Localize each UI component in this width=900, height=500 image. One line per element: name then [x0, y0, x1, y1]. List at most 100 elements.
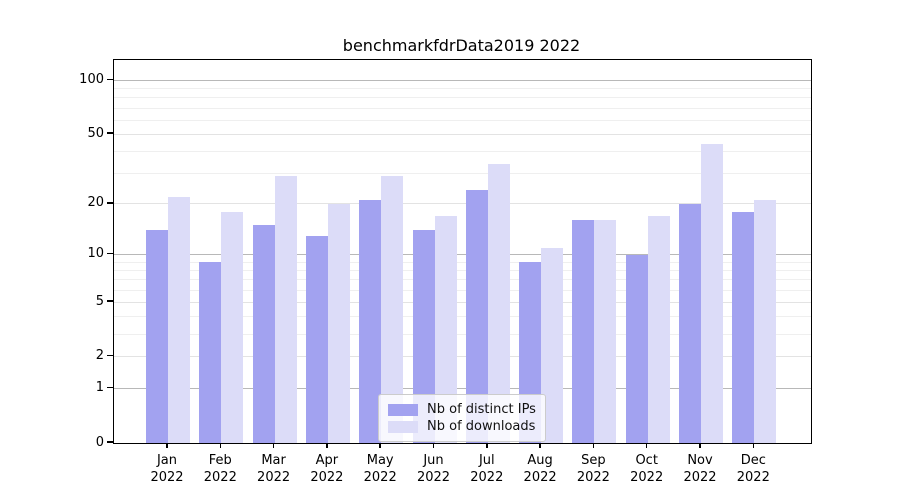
bar-distinct-ips-nov [679, 203, 701, 443]
bar-distinct-ips-oct [625, 254, 648, 443]
x-tick-mark-jul [486, 443, 488, 448]
bar-downloads-jun [434, 215, 457, 443]
gridline-7 [114, 279, 811, 281]
y-tick-label-20: 20 [87, 195, 104, 211]
month-label: Feb [208, 453, 232, 468]
gridline-70 [114, 107, 811, 109]
gridline-5 [114, 301, 811, 303]
gridline-40 [114, 150, 811, 152]
legend-swatch-distinct-ips [388, 403, 418, 416]
bar-distinct-ips-jul [465, 190, 488, 443]
month-label: May [366, 453, 394, 468]
x-tick-label-jan: Jan 2022 [137, 452, 197, 486]
y-tick-label-50: 50 [87, 125, 104, 141]
year-label: 2022 [683, 470, 717, 485]
x-tick-label-feb: Feb 2022 [190, 452, 250, 486]
gridline-30 [114, 172, 811, 174]
year-label: 2022 [736, 470, 770, 485]
month-label: Jun [423, 453, 444, 468]
y-tick-mark-20 [107, 202, 113, 204]
year-label: 2022 [523, 470, 557, 485]
gridline-8 [114, 269, 811, 271]
x-tick-label-may: May 2022 [350, 452, 410, 486]
bar-downloads-feb [221, 211, 244, 443]
legend-swatch-downloads [388, 420, 418, 433]
x-tick-mark-sep [592, 443, 595, 448]
legend-label-downloads: Nb of downloads [427, 419, 536, 434]
bar-downloads-dec [754, 200, 777, 443]
month-label: Nov [687, 453, 713, 468]
x-tick-label-mar: Mar 2022 [244, 452, 304, 486]
gridline-3 [114, 333, 811, 335]
gridline-6 [114, 289, 811, 291]
x-tick-label-aug: Aug 2022 [510, 452, 570, 486]
bar-downloads-mar [274, 175, 297, 443]
x-tick-mark-apr [326, 443, 328, 448]
bar-downloads-may [381, 175, 404, 443]
bar-downloads-jan [168, 196, 190, 443]
x-tick-mark-aug [539, 443, 541, 448]
month-label: Mar [261, 453, 286, 468]
year-label: 2022 [310, 470, 344, 485]
gridline-20 [114, 203, 811, 205]
legend-item-downloads: Nb of downloads [388, 418, 536, 435]
year-label: 2022 [363, 470, 397, 485]
y-tick-label-100: 100 [79, 71, 104, 87]
x-tick-label-jun: Jun 2022 [404, 452, 464, 486]
legend-item-distinct-ips: Nb of distinct IPs [388, 401, 536, 418]
bar-downloads-sep [594, 220, 617, 443]
x-tick-label-dec: Dec 2022 [723, 452, 783, 486]
month-label: Jul [478, 453, 495, 468]
x-tick-mark-jan [166, 443, 168, 448]
year-label: 2022 [470, 470, 504, 485]
bar-distinct-ips-mar [252, 225, 275, 443]
x-tick-label-apr: Apr 2022 [297, 452, 357, 486]
y-tick-mark-1 [107, 386, 113, 389]
bar-distinct-ips-apr [305, 235, 328, 443]
y-tick-label-1: 1 [95, 380, 104, 396]
year-label: 2022 [576, 470, 610, 485]
bar-distinct-ips-feb [199, 262, 222, 443]
year-label: 2022 [150, 470, 184, 485]
y-tick-label-0: 0 [95, 434, 104, 450]
plot-area: Nb of distinct IPs Nb of downloads [113, 59, 812, 444]
gridline-60 [114, 119, 811, 121]
y-tick-label-5: 5 [95, 293, 104, 309]
gridline-10 [114, 254, 811, 256]
y-tick-label-2: 2 [95, 348, 104, 364]
x-tick-mark-oct [645, 443, 648, 448]
bar-distinct-ips-may [359, 200, 382, 443]
month-label: Jan [156, 453, 178, 468]
year-label: 2022 [257, 470, 291, 485]
gridline-1 [114, 388, 811, 390]
x-tick-label-oct: Oct 2022 [617, 452, 677, 486]
bar-downloads-nov [701, 143, 723, 443]
gridline-90 [114, 88, 811, 90]
y-tick-label-10: 10 [87, 246, 104, 262]
y-tick-mark-10 [107, 252, 113, 255]
y-tick-mark-2 [107, 354, 113, 357]
y-tick-mark-5 [107, 300, 113, 302]
y-tick-mark-0 [107, 441, 113, 443]
bar-downloads-jul [487, 163, 510, 443]
year-label: 2022 [416, 470, 451, 485]
x-tick-mark-feb [219, 443, 222, 448]
chart-title: benchmarkfdrData2019 2022 [342, 36, 581, 55]
month-label: Dec [740, 453, 766, 468]
bar-downloads-apr [327, 203, 350, 443]
bar-distinct-ips-jun [412, 230, 435, 443]
month-label: Oct [635, 453, 658, 468]
gridline-80 [114, 97, 811, 99]
bar-downloads-aug [541, 247, 564, 443]
gridline-4 [114, 316, 811, 318]
gridline-2 [114, 356, 811, 358]
x-tick-mark-dec [752, 443, 755, 448]
x-tick-mark-mar [272, 443, 275, 448]
x-tick-label-sep: Sep 2022 [563, 452, 623, 486]
bar-distinct-ips-sep [572, 220, 595, 443]
month-label: Aug [527, 453, 553, 468]
x-tick-mark-may [379, 443, 381, 448]
legend-label-distinct-ips: Nb of distinct IPs [427, 402, 536, 417]
bar-downloads-oct [647, 215, 670, 443]
x-tick-label-jul: Jul 2022 [457, 452, 517, 486]
